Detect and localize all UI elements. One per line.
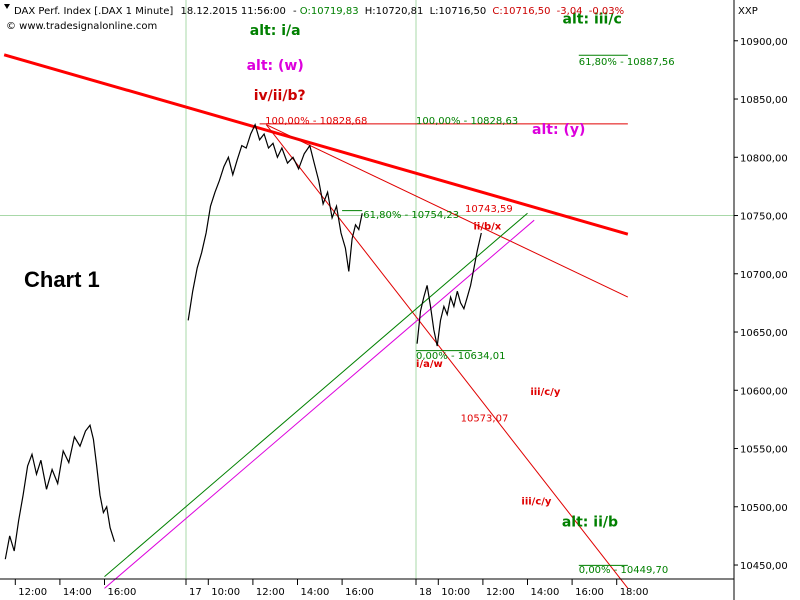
fib-level-label: 10743,59 bbox=[465, 204, 513, 215]
price-line bbox=[4, 423, 116, 560]
wave-annotation: i/a/w bbox=[416, 359, 443, 370]
x-tick-label: 12:00 bbox=[18, 587, 47, 598]
price-line bbox=[187, 123, 363, 321]
svg-text:DAX Perf. Index [.DAX 1 Minut: DAX Perf. Index [.DAX 1 Minute] 18.12.20… bbox=[14, 6, 624, 17]
header-datetime: 18.12.2015 11:56:00 bbox=[180, 6, 285, 17]
y-tick-label: 10800,00 bbox=[740, 153, 788, 164]
x-tick-label: 14:00 bbox=[531, 587, 560, 598]
grid-layer bbox=[0, 0, 734, 579]
wave-annotation: ii/b/x bbox=[473, 222, 501, 233]
x-tick-label: 14:00 bbox=[63, 587, 92, 598]
trendline bbox=[104, 212, 528, 578]
x-tick-label: 18 bbox=[419, 587, 432, 598]
y-tick-label: 10850,00 bbox=[740, 95, 788, 106]
trendline bbox=[3, 53, 629, 236]
header-close: C:10716,50 bbox=[492, 6, 550, 17]
collapse-arrow-icon[interactable] bbox=[4, 4, 10, 9]
trendline bbox=[266, 124, 629, 298]
wave-annotation: alt: ii/b bbox=[562, 515, 618, 531]
header-change: -3,04 bbox=[557, 6, 583, 17]
trendline bbox=[104, 219, 535, 589]
x-axis: 12:00 14:00 16:00 17 10:00 12:00 14:00 16:00 18 1… bbox=[14, 579, 649, 598]
y-tick-label: 10500,00 bbox=[740, 503, 788, 514]
y-tick-label: 10700,00 bbox=[740, 270, 788, 281]
fib-level-label: 10573,07 bbox=[461, 414, 509, 425]
fib-level-label: 100,00% - 10828,68 bbox=[265, 116, 367, 127]
header-high: H:10720,81 bbox=[365, 6, 424, 17]
symbol-label: XXP bbox=[738, 6, 758, 17]
y-tick-label: 10450,00 bbox=[740, 561, 788, 572]
fib-level-label: 0,00% - 10634,01 bbox=[416, 351, 505, 362]
header-change-pct: -0,03% bbox=[589, 6, 624, 17]
price-line bbox=[416, 232, 482, 347]
instrument-name: DAX Perf. Index [.DAX 1 Minute] bbox=[14, 6, 173, 17]
x-tick-label: 18:00 bbox=[620, 587, 649, 598]
header-open: O:10719,83 bbox=[300, 6, 359, 17]
x-tick-label: 12:00 bbox=[486, 587, 515, 598]
x-tick-label: 16:00 bbox=[345, 587, 374, 598]
y-tick-label: 10900,00 bbox=[740, 37, 788, 48]
annotation-layer: 100,00% - 10828,68 100,00% - 10828,63 61,8… bbox=[247, 11, 675, 576]
wave-annotation: alt: (w) bbox=[247, 58, 304, 74]
x-tick-label: 10:00 bbox=[211, 587, 240, 598]
trendline-layer bbox=[3, 53, 629, 589]
x-tick-label: 16:00 bbox=[575, 587, 604, 598]
wave-annotation: iii/c/y bbox=[521, 496, 552, 507]
x-tick-label: 16:00 bbox=[108, 587, 137, 598]
wave-annotation: iii/c/y bbox=[530, 387, 561, 398]
chart-label: Chart 1 bbox=[24, 267, 100, 292]
x-tick-label: 12:00 bbox=[256, 587, 285, 598]
y-tick-label: 10550,00 bbox=[740, 445, 788, 456]
watermark: © www.tradesignalonline.com bbox=[6, 21, 157, 32]
y-tick-label: 10650,00 bbox=[740, 328, 788, 339]
wave-annotation: iv/ii/b? bbox=[254, 88, 306, 104]
x-tick-label: 14:00 bbox=[301, 587, 330, 598]
fib-level-label: 61,80% - 10887,56 bbox=[579, 57, 675, 68]
y-tick-label: 10750,00 bbox=[740, 212, 788, 223]
wave-annotation: alt: iii/c bbox=[563, 11, 622, 27]
trendline bbox=[265, 124, 629, 589]
price-series-layer bbox=[4, 123, 482, 560]
x-tick-label: 10:00 bbox=[441, 587, 470, 598]
fib-level-label: 61,80% - 10754,23 bbox=[363, 210, 459, 221]
y-tick-label: 10600,00 bbox=[740, 386, 788, 397]
wave-annotation: alt: (y) bbox=[532, 122, 585, 138]
x-tick-label: 17 bbox=[189, 587, 202, 598]
y-axis: 10450,00 10500,00 10550,00 10600,00 10650,00… bbox=[734, 37, 788, 572]
fib-level-label: 100,00% - 10828,63 bbox=[416, 116, 518, 127]
chart-header: DAX Perf. Index [.DAX 1 Minute] 18.12.20… bbox=[4, 4, 758, 32]
wave-annotation: alt: i/a bbox=[250, 23, 301, 39]
fib-level-label: 0,00% - 10449,70 bbox=[579, 565, 668, 576]
header-low: L:10716,50 bbox=[430, 6, 487, 17]
